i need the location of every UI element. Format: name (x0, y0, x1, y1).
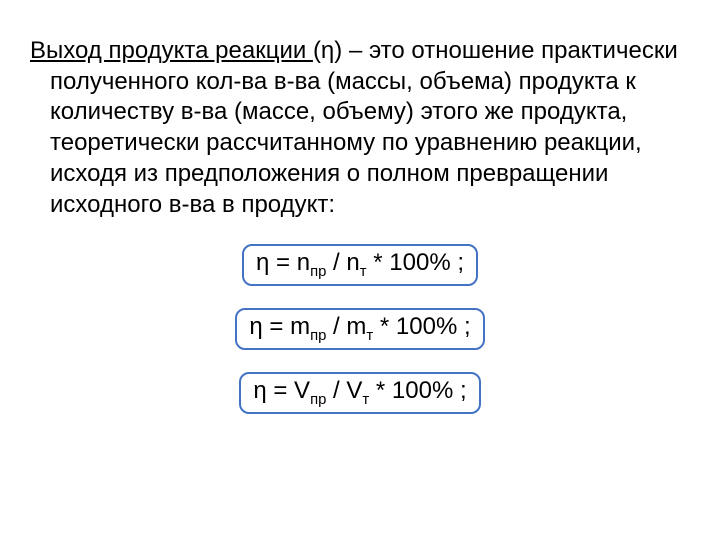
formula-sub1: пр (310, 264, 326, 280)
formula-sub2: т (360, 264, 367, 280)
formula-box-v: η = Vпр / Vт * 100% ; (239, 372, 480, 414)
slide: Выход продукта реакции (η) – это отношен… (0, 0, 720, 540)
formula-eta: η = (253, 377, 294, 404)
definition-rest: (η) – это отношение практически полученн… (50, 37, 678, 218)
formula-sep: / (326, 249, 346, 276)
formula-eta: η = (249, 313, 290, 340)
formula-sep: / (326, 377, 346, 404)
formula-var2: V (346, 377, 362, 404)
formula-box-n: η = nпр / nт * 100% ; (242, 244, 478, 286)
formula-var1: m (290, 313, 310, 340)
formula-sub1: пр (310, 328, 326, 344)
formula-var2: n (346, 249, 359, 276)
formula-sep: / (326, 313, 346, 340)
formula-box-m: η = mпр / mт * 100% ; (235, 308, 484, 350)
definition-term: Выход продукта реакции (30, 37, 313, 64)
formula-tail: * 100% ; (369, 377, 466, 404)
formula-var1: n (297, 249, 310, 276)
formula-tail: * 100% ; (373, 313, 470, 340)
formula-var1: V (294, 377, 310, 404)
formula-list: η = nпр / nт * 100% ; η = mпр / mт * 100… (30, 244, 690, 413)
formula-tail: * 100% ; (367, 249, 464, 276)
formula-eta: η = (256, 249, 297, 276)
definition-paragraph: Выход продукта реакции (η) – это отношен… (30, 36, 690, 220)
formula-sub1: пр (310, 392, 326, 408)
formula-var2: m (346, 313, 366, 340)
